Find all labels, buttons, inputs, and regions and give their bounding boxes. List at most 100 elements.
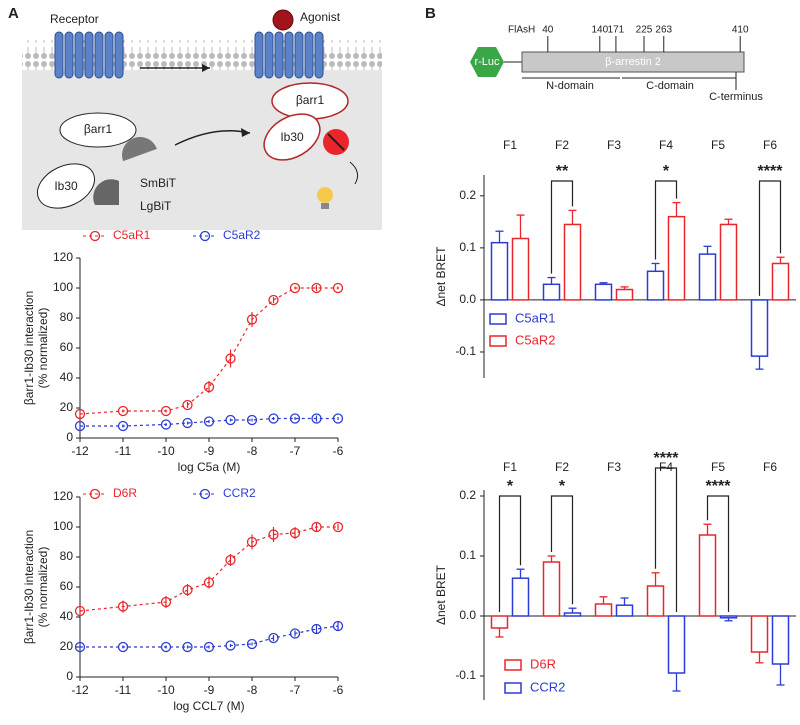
- y-tick-label: -0.1: [455, 668, 476, 682]
- data-point: [289, 628, 301, 639]
- data-point: [268, 413, 279, 424]
- bar: [646, 585, 665, 617]
- legend-label: C5aR1: [113, 228, 151, 242]
- x-tick-label: -10: [157, 444, 175, 458]
- y-tick-label: 0.2: [459, 188, 476, 202]
- x-tick-label: -10: [157, 683, 175, 697]
- data-point: [203, 416, 215, 427]
- position-label: 40: [542, 25, 554, 36]
- data-point: [160, 405, 172, 417]
- label: Ib30: [280, 130, 304, 144]
- significance-bracket: [498, 495, 522, 612]
- bar: [542, 283, 561, 301]
- bar: [698, 534, 717, 617]
- schematic-a: [22, 9, 382, 230]
- data-point: [182, 584, 193, 596]
- legend-label: C5aR2: [515, 332, 555, 347]
- x-tick-label: -8: [247, 444, 258, 458]
- data-point: [332, 413, 344, 424]
- significance-label: *: [663, 163, 670, 180]
- y-tick-label: 40: [60, 609, 74, 623]
- category-label: F6: [763, 138, 777, 152]
- significance-bracket: [654, 467, 678, 612]
- label: FlAsH: [508, 25, 535, 36]
- bar: [615, 604, 634, 617]
- x-tick-label: -7: [290, 683, 301, 697]
- legend-label: D6R: [113, 486, 137, 500]
- legend-swatch: [504, 682, 522, 694]
- data-point: [160, 641, 172, 653]
- y-tick-label: 120: [53, 489, 73, 503]
- significance-label: *: [507, 478, 514, 495]
- data-point: [225, 414, 236, 426]
- position-label: 410: [732, 25, 749, 36]
- data-point: [332, 521, 344, 533]
- legend-label: C5aR2: [223, 228, 261, 242]
- y-tick-label: 20: [60, 400, 74, 414]
- significance-label: **: [556, 163, 569, 180]
- x-tick-label: -12: [71, 683, 89, 697]
- data-point: [246, 414, 258, 426]
- x-tick-label: -12: [71, 444, 89, 458]
- data-point: [311, 413, 322, 424]
- category-label: F1: [503, 138, 517, 152]
- data-point: [289, 413, 301, 424]
- data-point: [74, 420, 86, 432]
- data-point: [246, 536, 258, 548]
- x-tick-label: -8: [247, 683, 258, 697]
- y-tick-label: 100: [53, 280, 73, 294]
- data-point: [225, 353, 236, 364]
- data-point: [225, 640, 236, 651]
- data-point: [289, 527, 301, 539]
- x-tick-label: -11: [115, 683, 132, 697]
- label: βarr1: [296, 93, 325, 107]
- label: SmBiT: [140, 176, 177, 190]
- y-tick-label: 0.2: [459, 488, 476, 502]
- y-axis-label: βarr1-Ib30 interaction: [22, 530, 36, 644]
- bar: [667, 215, 686, 301]
- significance-label: ****: [706, 478, 732, 495]
- panel-label: B: [425, 5, 436, 22]
- label: Receptor: [50, 12, 99, 26]
- data-point: [268, 632, 279, 644]
- category-label: F3: [607, 460, 621, 474]
- category-label: F4: [659, 138, 673, 152]
- category-label: F3: [607, 138, 621, 152]
- x-tick-label: -6: [333, 683, 344, 697]
- label: r-Luc: [474, 56, 500, 68]
- y-tick-label: 0.0: [459, 608, 476, 622]
- data-point: [203, 381, 215, 393]
- data-point: [117, 405, 129, 417]
- label: C-terminus: [709, 91, 763, 103]
- significance-bracket: [550, 180, 574, 274]
- label: LgBiT: [140, 199, 172, 213]
- data-point: [117, 420, 129, 432]
- series-line: [80, 625, 339, 648]
- significance-bracket: [706, 495, 730, 612]
- x-axis-label: log CCL7 (M): [173, 699, 244, 713]
- category-label: F2: [555, 460, 569, 474]
- bar: [646, 270, 665, 301]
- y-tick-label: 80: [60, 310, 74, 324]
- y-axis-label: βarr1-Ib30 interaction: [22, 291, 36, 405]
- y-tick-label: 0: [66, 669, 73, 683]
- significance-label: ****: [758, 163, 784, 180]
- label: N-domain: [546, 80, 594, 92]
- y-tick-label: 100: [53, 519, 73, 533]
- x-tick-label: -9: [204, 683, 215, 697]
- y-tick-label: 60: [60, 579, 74, 593]
- data-point: [182, 641, 193, 653]
- x-axis-label: log C5a (M): [178, 460, 241, 474]
- legend-swatch: [489, 313, 507, 325]
- data-point: [74, 408, 86, 420]
- x-tick-label: -9: [204, 444, 215, 458]
- y-axis-label: Δnet BRET: [434, 564, 448, 625]
- bar: [563, 612, 582, 617]
- y-tick-label: 0.1: [459, 548, 476, 562]
- panel-label: A: [8, 5, 19, 22]
- legend-marker: [89, 488, 101, 500]
- label: C-domain: [646, 80, 694, 92]
- y-tick-label: 0.0: [459, 292, 476, 306]
- bar: [490, 241, 509, 301]
